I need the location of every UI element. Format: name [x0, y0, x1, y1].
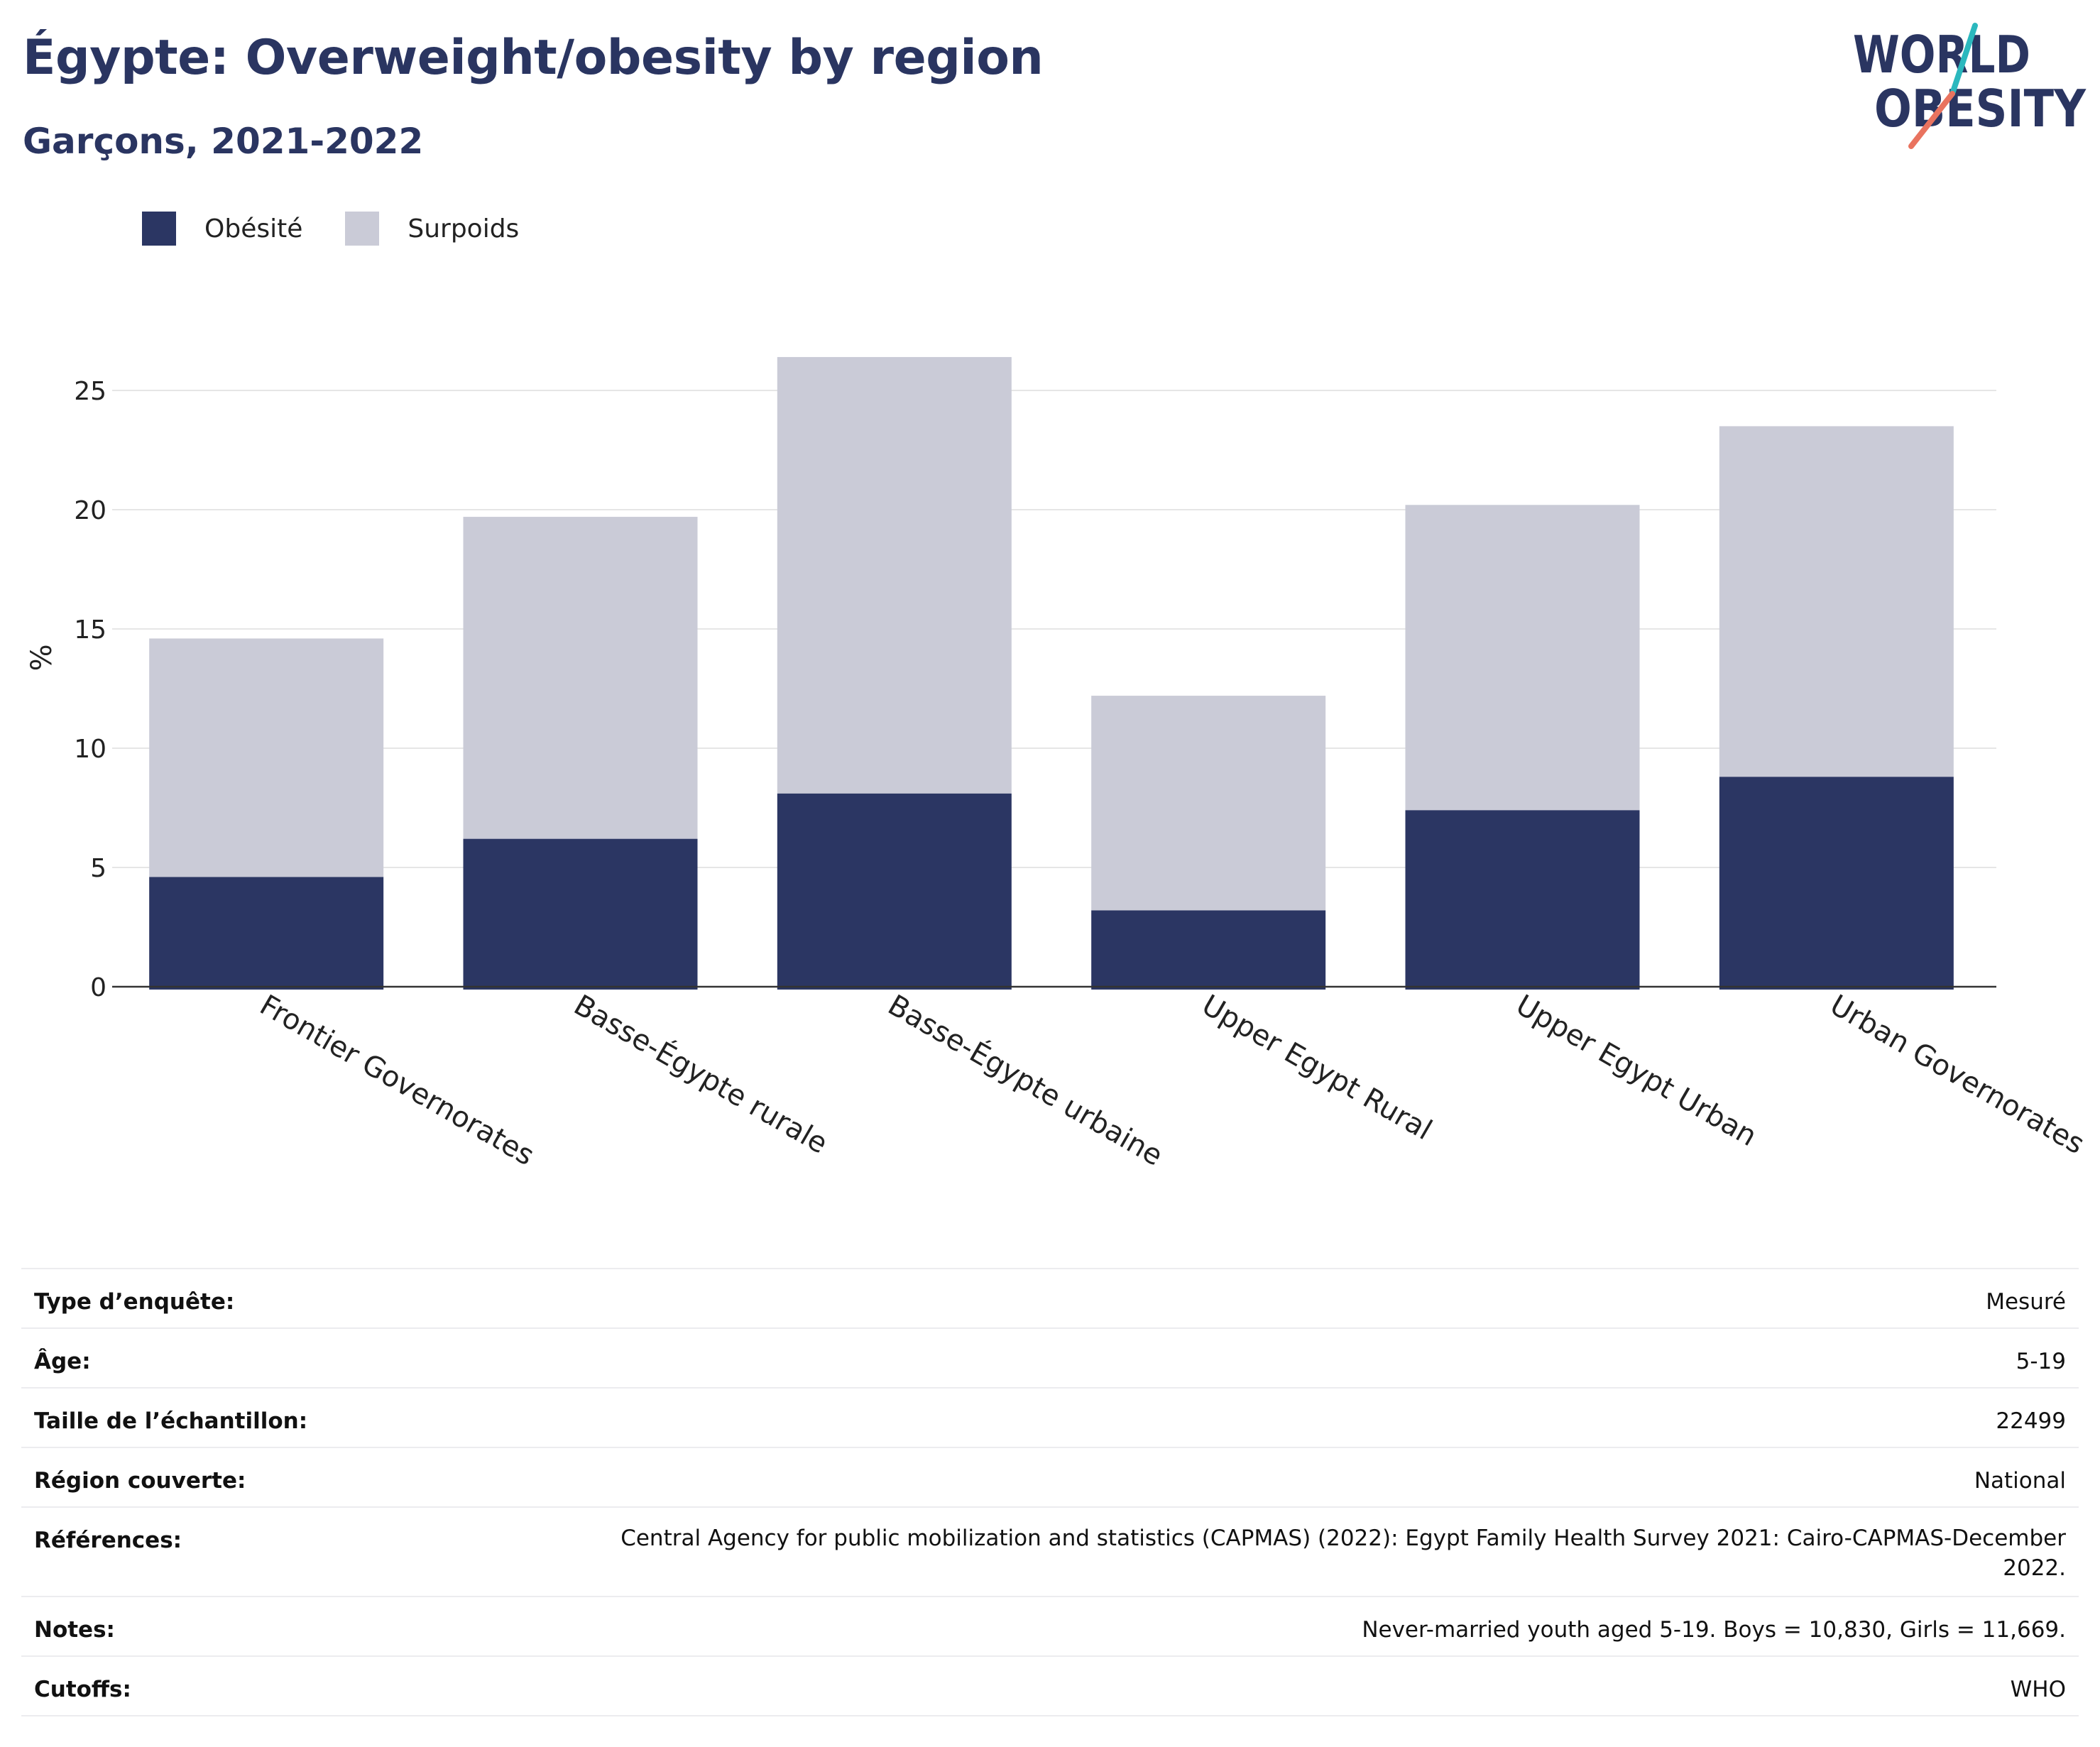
logo-line-2: OBESITY — [1874, 79, 2087, 138]
x-tick-label: Upper Egypt Rural — [1196, 989, 1437, 1147]
world-obesity-logo: WORLD OBESITY — [1853, 23, 2087, 149]
legend-item-obesity[interactable]: Obésité — [142, 212, 302, 246]
legend-label-obesity: Obésité — [204, 214, 303, 243]
x-tick-label: Basse-Égypte urbaine — [882, 987, 1169, 1173]
legend-label-overweight: Surpoids — [408, 214, 520, 243]
y-tick-label: 0 — [90, 973, 106, 1002]
logo-slash-coral — [1908, 91, 1955, 149]
details-row-label: Type d’enquête: — [34, 1289, 235, 1315]
details-row-value: 5-19 — [2016, 1349, 2066, 1374]
details-row-value: Never-married youth aged 5-19. Boys = 10… — [1362, 1617, 2066, 1643]
y-tick-label: 20 — [74, 496, 106, 525]
details-row: Cutoffs: WHO — [21, 1657, 2079, 1716]
y-tick-label: 10 — [74, 735, 106, 764]
bar-obesity — [1405, 810, 1640, 990]
bar-overweight — [149, 638, 384, 877]
legend-item-overweight[interactable]: Surpoids — [345, 212, 519, 246]
details-row-label: Région couverte: — [34, 1468, 246, 1494]
bar-obesity — [777, 793, 1012, 990]
bar-overweight — [1719, 426, 1954, 777]
details-row: Âge: 5-19 — [21, 1329, 2079, 1389]
details-row-label: Références: — [34, 1528, 182, 1553]
bar-overweight — [1405, 505, 1640, 811]
details-row: Type d’enquête: Mesuré — [21, 1269, 2079, 1329]
logo-slash-teal — [1949, 23, 1978, 97]
details-row-label: Notes: — [34, 1617, 115, 1643]
x-tick-label: Frontier Governorates — [254, 989, 540, 1173]
x-tick-label: Basse-Égypte rurale — [569, 987, 834, 1161]
bar-obesity — [149, 877, 384, 990]
survey-details-table: Type d’enquête: Mesuré Âge: 5-19 Taille de l… — [21, 1268, 2079, 1716]
details-row-label: Cutoffs: — [34, 1677, 131, 1702]
details-row-label: Âge: — [34, 1349, 91, 1374]
y-tick-label: 25 — [74, 377, 106, 406]
details-row-value: Central Agency for public mobilization a… — [620, 1526, 2066, 1581]
details-row-value: WHO — [2010, 1677, 2066, 1702]
x-tick-label: Urban Governorates — [1825, 989, 2090, 1161]
y-tick-label: 15 — [74, 615, 106, 645]
details-row-value: 22499 — [1996, 1408, 2066, 1434]
chart-subtitle: Garçons, 2021-2022 — [23, 121, 424, 162]
details-row: Notes: Never-married youth aged 5-19. Boy… — [21, 1597, 2079, 1657]
y-tick-label: 5 — [90, 854, 106, 883]
details-row: Taille de l’échantillon: 22499 — [21, 1389, 2079, 1448]
bar-overweight — [1091, 696, 1326, 911]
bar-overweight — [777, 356, 1012, 794]
bar-obesity — [1091, 910, 1326, 990]
chart-legend: Obésité Surpoids — [142, 212, 562, 246]
bar-obesity — [1719, 777, 1954, 990]
legend-swatch-overweight — [345, 212, 380, 246]
bar-overweight — [463, 517, 698, 839]
details-row-label: Taille de l’échantillon: — [34, 1408, 308, 1434]
x-tick-label: Upper Egypt Urban — [1511, 989, 1763, 1153]
bar-obesity — [463, 838, 698, 990]
details-row: Région couverte: National — [21, 1448, 2079, 1508]
details-row-value: Mesuré — [1986, 1289, 2066, 1315]
y-axis-label: % — [26, 644, 58, 671]
details-row: Références: Central Agency for public mob… — [21, 1508, 2079, 1597]
legend-swatch-obesity — [142, 212, 176, 246]
chart-title: Égypte: Overweight/obesity by region — [23, 30, 1044, 86]
details-row-value: National — [1974, 1468, 2066, 1494]
logo-line-1: WORLD — [1853, 25, 2030, 84]
